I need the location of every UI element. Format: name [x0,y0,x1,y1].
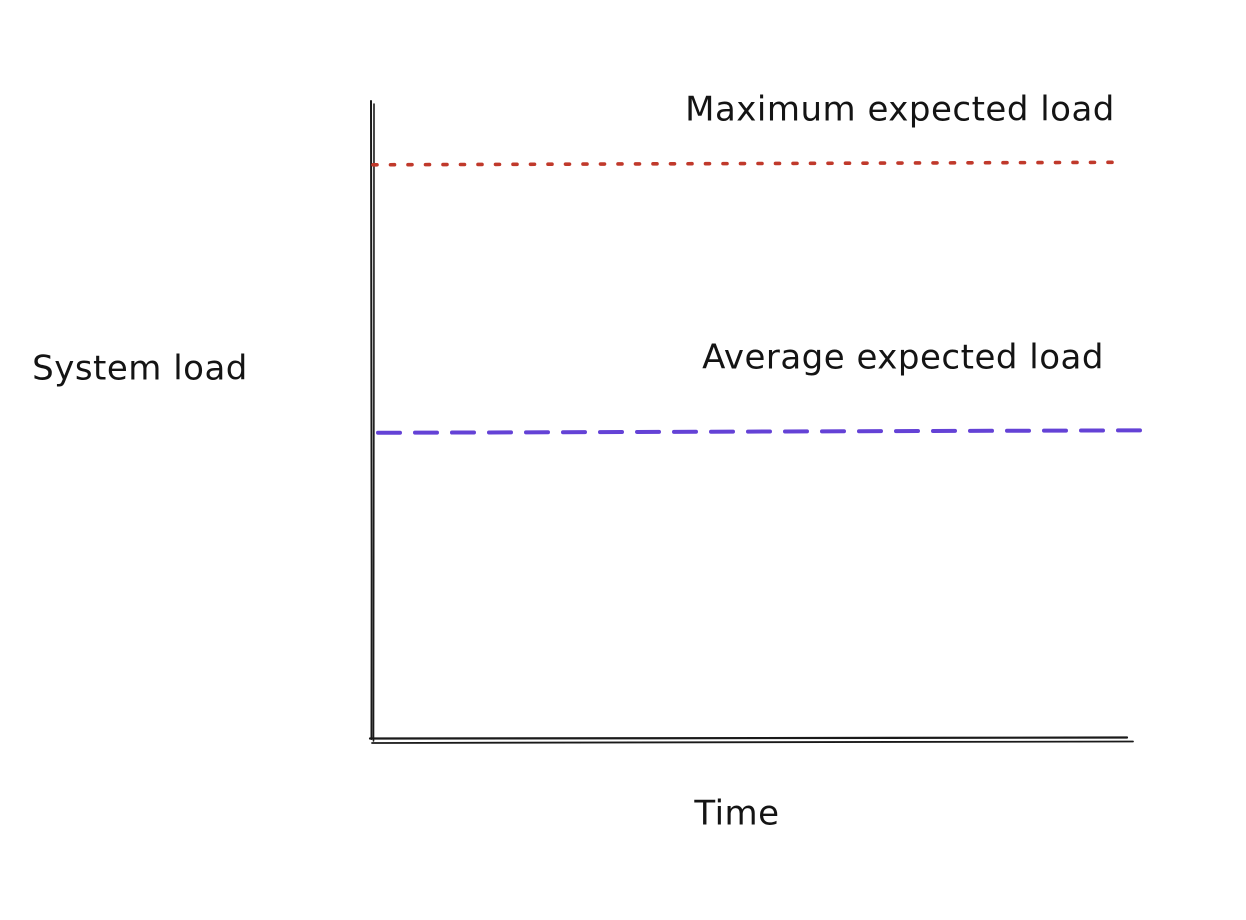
x-axis-line [368,736,1129,740]
max-load-line [371,160,1121,167]
x-axis-label: Time [694,793,780,834]
y-axis-line [369,100,373,740]
avg-load-label: Average expected load [702,337,1104,378]
max-load-label: Maximum expected load [685,89,1115,130]
avg-load-line [376,428,1151,435]
y-axis-line-overdraw [372,103,375,742]
x-axis-line-overdraw [371,740,1134,744]
y-axis-label: System load [32,348,248,389]
